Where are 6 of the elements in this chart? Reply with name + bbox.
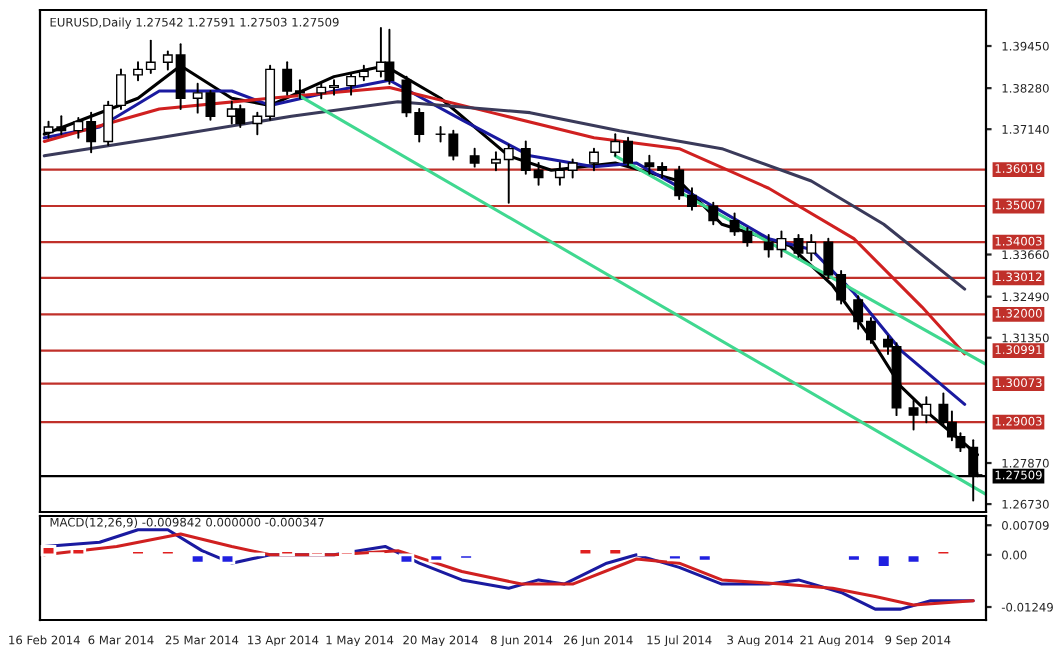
candlestick <box>708 201 719 226</box>
line-series <box>42 85 967 356</box>
candlestick <box>469 147 480 168</box>
candlestick <box>589 147 599 172</box>
candlestick <box>235 104 246 129</box>
line-series <box>42 100 967 291</box>
